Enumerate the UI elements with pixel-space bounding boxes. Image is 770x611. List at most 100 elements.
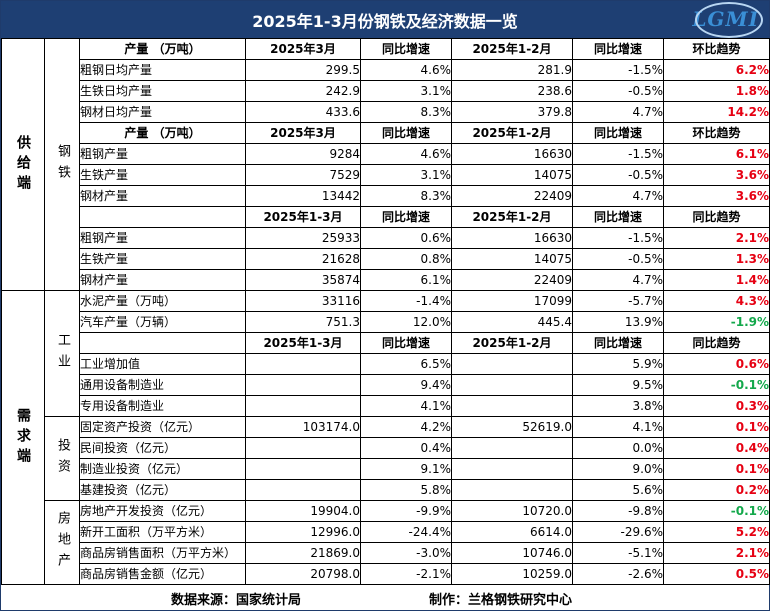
row-label: 生铁日均产量 [79,80,246,102]
value-prev: 22409 [451,185,573,207]
yoy-prev: 0.0% [572,437,664,459]
yoy-current: 9.1% [360,458,452,480]
header-yoy-prev: 同比增速 [572,332,664,354]
header-period-current: 2025年3月 [245,38,361,60]
row-label: 汽车产量（万辆） [79,311,246,333]
yoy-current: -9.9% [360,500,452,522]
yoy-current: 12.0% [360,311,452,333]
header-output-unit: 产量 （万吨） [79,122,246,144]
table-row: 房地产 房地产开发投资（亿元） 19904.0 -9.9% 10720.0 -9.8% -0… [2,500,770,585]
yoy-prev: -1.5% [572,143,664,165]
header-row: 供给端 钢铁 产量 （万吨） 2025年3月 同比增速 2025年1-2月 同比增速 环比趋势 [1,38,770,291]
trend-value: 4.3% [663,290,770,312]
value-prev: 17099 [451,290,573,312]
trend-value: 5.2% [663,521,770,543]
row-label: 民间投资（亿元） [79,437,246,459]
row-label: 粗钢日均产量 [79,59,246,81]
table-row: 粗钢产量 9284 4.6% 16630 -1.5% 6.1% [2,143,770,165]
trend-value: 0.2% [663,479,770,501]
value-current: 33116 [245,290,361,312]
trend-value: 0.1% [663,416,770,438]
value-prev: 379.8 [451,101,573,123]
logo-ring [695,2,763,38]
value-prev: 238.6 [451,80,573,102]
row-label: 生铁产量 [79,164,246,186]
table-row: 生铁产量 21628 0.8% 14075 -0.5% 1.3% [2,248,770,270]
yoy-current: 3.1% [360,164,452,186]
value-prev: 22409 [451,269,573,291]
value-prev: 6614.0 [451,521,573,543]
trend-value: 2.1% [663,227,770,249]
category-real-estate: 房地产 [44,500,80,585]
table-row: 专用设备制造业 4.1% 3.8% 0.3% [2,395,770,417]
table-row: 钢材日均产量 433.6 8.3% 379.8 4.7% 14.2% [2,101,770,123]
table-row: 钢材产量 13442 8.3% 22409 4.7% 3.6% [2,185,770,207]
value-current: 242.9 [245,80,361,102]
yoy-prev: 4.7% [572,185,664,207]
yoy-current: 6.5% [360,353,452,375]
header-yoy: 同比增速 [360,332,452,354]
yoy-current: 8.3% [360,185,452,207]
value-current: 13442 [245,185,361,207]
trend-value: -1.9% [663,311,770,333]
header-period-prev: 2025年1-2月 [451,206,573,228]
category-steel: 钢铁 [44,38,80,291]
yoy-current: 0.6% [360,227,452,249]
value-prev: 10259.0 [451,563,573,585]
value-current: 433.6 [245,101,361,123]
header-yoy: 同比增速 [360,122,452,144]
table-row: 基建投资（亿元） 5.8% 5.6% 0.2% [2,479,770,501]
row-label: 钢材日均产量 [79,101,246,123]
table-row: 商品房销售面积（万平方米） 21869.0 -3.0% 10746.0 -5.1% 2.1… [2,542,770,564]
yoy-current: 4.6% [360,143,452,165]
value-current: 299.5 [245,59,361,81]
header-yoy-prev: 同比增速 [572,206,664,228]
value-current: 7529 [245,164,361,186]
value-prev: 16630 [451,227,573,249]
section-demand: 需求端 [1,290,45,585]
trend-value: 1.3% [663,248,770,270]
yoy-prev: -5.1% [572,542,664,564]
value-current: 21628 [245,248,361,270]
trend-value: 0.1% [663,458,770,480]
table-row: 工业增加值 6.5% 5.9% 0.6% [2,353,770,375]
header-period-prev: 2025年1-2月 [451,122,573,144]
yoy-current: 4.1% [360,395,452,417]
header-period-prev: 2025年1-2月 [451,332,573,354]
yoy-current: 0.8% [360,248,452,270]
yoy-prev: -1.5% [572,227,664,249]
row-label: 工业增加值 [79,353,246,375]
row-label: 制造业投资（亿元） [79,458,246,480]
data-source: 数据来源：国家统计局 [171,592,302,608]
page-title: 2025年1-3月份钢铁及经济数据一览 [252,11,518,31]
trend-value: 2.1% [663,542,770,564]
value-prev: 445.4 [451,311,573,333]
value-current: 25933 [245,227,361,249]
trend-value: 1.4% [663,269,770,291]
table-row: 粗钢日均产量 299.5 4.6% 281.9 -1.5% 6.2% [2,59,770,81]
header-blank [79,332,246,354]
value-prev [451,353,573,375]
row-label: 粗钢产量 [79,143,246,165]
value-current: 751.3 [245,311,361,333]
category-industry: 工业 [44,290,80,417]
row-label: 生铁产量 [79,248,246,270]
yoy-prev: -2.6% [572,563,664,585]
value-prev: 16630 [451,143,573,165]
value-current [245,479,361,501]
row-label: 商品房销售金额（亿元） [79,563,246,585]
header-yoy-prev: 同比增速 [572,38,664,60]
made-by: 制作：兰格钢铁研究中心 [429,592,573,608]
value-prev: 10746.0 [451,542,573,564]
value-prev [451,479,573,501]
section-supply: 供给端 [1,38,45,291]
row-label: 固定资产投资（亿元） [79,416,246,438]
title-bar: 2025年1-3月份钢铁及经济数据一览 LGMI [1,1,769,38]
yoy-current: -3.0% [360,542,452,564]
yoy-prev: 3.8% [572,395,664,417]
header-trend: 环比趋势 [663,122,770,144]
data-table: 供给端 钢铁 产量 （万吨） 2025年3月 同比增速 2025年1-2月 同比增速 环比趋势… [1,38,770,585]
value-current [245,437,361,459]
header-trend: 同比趋势 [663,332,770,354]
yoy-prev: -9.8% [572,500,664,522]
